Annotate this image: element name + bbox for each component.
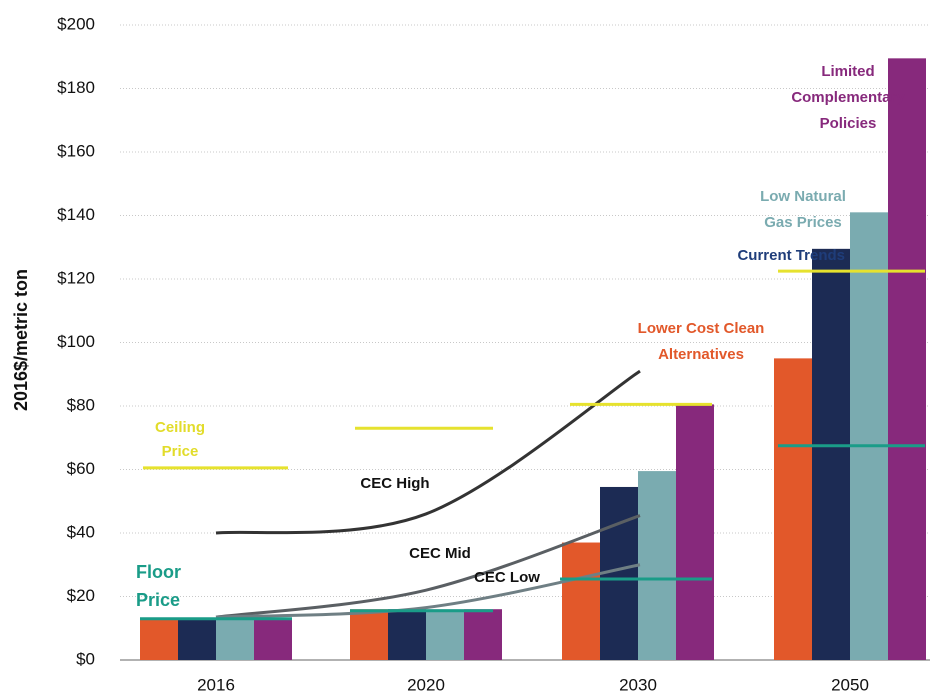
series-label: Lower Cost Clean Alternatives — [637, 320, 765, 363]
y-axis-label: 2016$/metric ton — [11, 269, 31, 411]
bar — [676, 404, 714, 660]
cec-line — [215, 514, 641, 619]
bar — [850, 212, 888, 660]
y-tick-label: $140 — [57, 205, 95, 224]
bar — [426, 609, 464, 660]
cec-line — [215, 563, 641, 619]
series-label: Current Trends — [737, 247, 845, 264]
bar — [464, 609, 502, 660]
x-tick-label: 2050 — [831, 675, 869, 694]
series-label: Low Natural Gas Prices — [760, 188, 846, 231]
x-tick-label: 2020 — [407, 675, 445, 694]
bar — [350, 609, 388, 660]
bar — [216, 618, 254, 660]
series-label: Limited Complementary Policies — [791, 63, 905, 132]
cec-line — [215, 369, 641, 535]
cec-label: CEC High — [360, 475, 429, 492]
y-tick-label: $120 — [57, 268, 95, 287]
bar — [140, 618, 178, 660]
bar — [888, 58, 926, 660]
bar — [388, 609, 426, 660]
bar — [812, 248, 850, 660]
bar — [774, 358, 812, 660]
y-tick-label: $100 — [57, 332, 95, 351]
cec-label: CEC Mid — [409, 545, 471, 562]
y-tick-label: $80 — [67, 395, 95, 414]
y-tick-label: $160 — [57, 141, 95, 160]
y-tick-label: $0 — [76, 649, 95, 668]
y-tick-label: $20 — [67, 586, 95, 605]
y-tick-label: $180 — [57, 78, 95, 97]
bar — [178, 618, 216, 660]
y-tick-label: $60 — [67, 459, 95, 478]
bar — [254, 618, 292, 660]
cec-label: CEC Low — [474, 569, 540, 586]
y-tick-label: $40 — [67, 522, 95, 541]
bar — [638, 471, 676, 660]
bar — [562, 542, 600, 660]
y-tick-label: $200 — [57, 14, 95, 33]
floor-label: Floor Price — [136, 562, 181, 610]
ceiling-label: Ceiling Price — [154, 419, 205, 460]
x-tick-label: 2030 — [619, 675, 657, 694]
x-tick-label: 2016 — [197, 675, 235, 694]
